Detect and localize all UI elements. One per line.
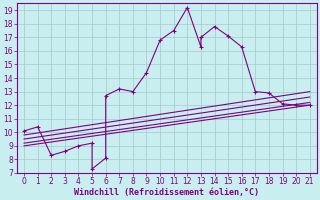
X-axis label: Windchill (Refroidissement éolien,°C): Windchill (Refroidissement éolien,°C) <box>74 188 260 197</box>
